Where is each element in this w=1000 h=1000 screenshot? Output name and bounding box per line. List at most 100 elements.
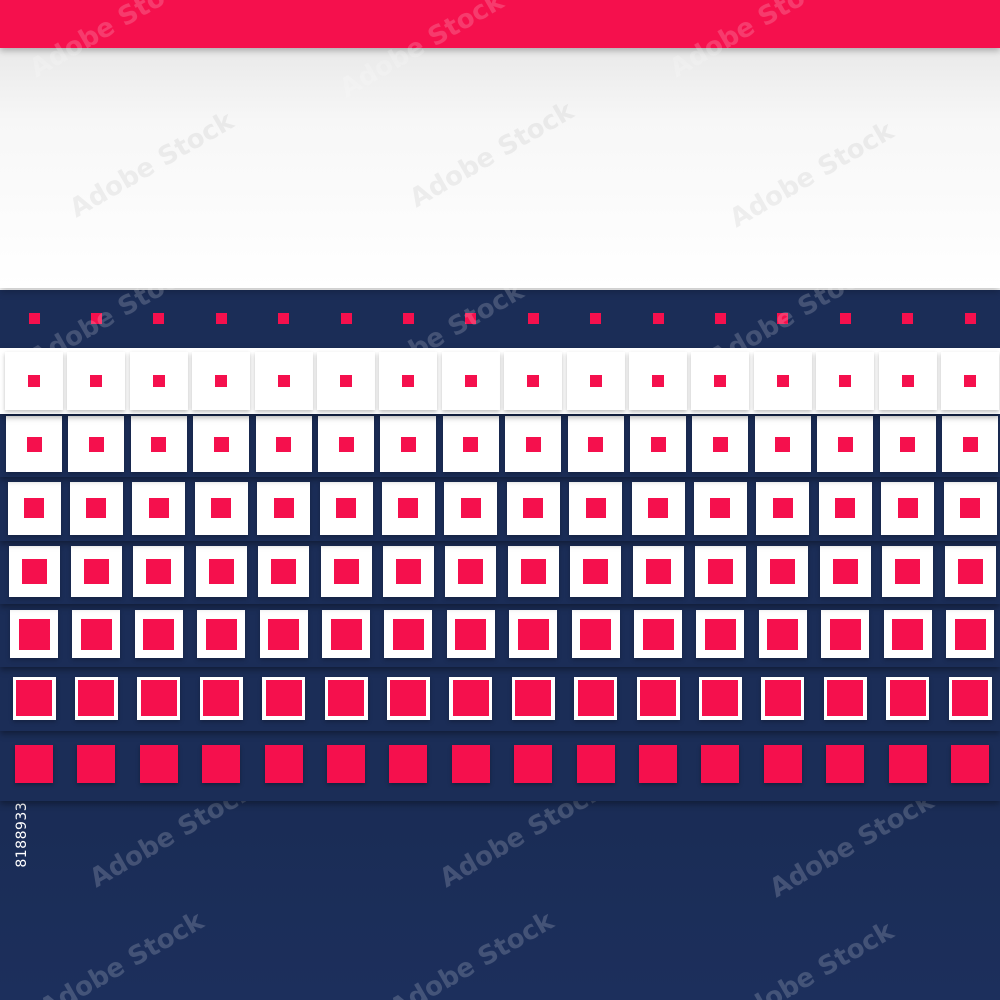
pattern-dot (464, 375, 477, 387)
pattern-dot (398, 498, 419, 518)
pattern-band (0, 348, 1000, 414)
pattern-dot (776, 375, 789, 387)
pattern-dot (390, 680, 427, 716)
pattern-dot (650, 436, 666, 452)
pattern-dot (143, 618, 175, 650)
pattern-dot (889, 680, 926, 716)
pattern-dot (86, 498, 107, 518)
pattern-dot (80, 618, 112, 650)
pattern-dot (714, 312, 726, 324)
navy-bottom-area (0, 800, 1000, 1000)
pattern-dot (826, 745, 865, 783)
pattern-dot (900, 436, 916, 452)
pattern-dot (24, 498, 44, 518)
pattern-dot (215, 312, 227, 324)
pattern-dot (16, 680, 52, 716)
pattern-dot (772, 498, 793, 518)
pattern-dot (463, 436, 479, 452)
pattern-dot (527, 312, 539, 324)
pattern-dot (460, 498, 481, 518)
pattern-dot (652, 312, 664, 324)
pattern-dot (340, 375, 352, 387)
pattern-dot (639, 745, 677, 783)
pattern-dot (152, 375, 165, 387)
pattern-dot (642, 618, 674, 650)
pattern-dot (458, 558, 484, 584)
pattern-dot (704, 618, 736, 650)
pattern-dot (515, 680, 552, 716)
pattern-dot (278, 312, 290, 324)
pattern-dot (402, 312, 414, 324)
pattern-dot (211, 498, 232, 518)
pattern-dot (964, 375, 976, 387)
pattern-dot (268, 618, 300, 650)
pattern-dot (712, 436, 728, 452)
pattern-dot (340, 312, 352, 324)
pattern-dot (952, 680, 988, 716)
pattern-dot (402, 375, 415, 387)
pattern-dot (892, 618, 924, 650)
pattern-dot (837, 436, 853, 452)
stock-id-text: 81889332 (14, 792, 30, 868)
pattern-dot (835, 498, 856, 518)
pattern-dot (392, 618, 424, 650)
pattern-dot (640, 680, 676, 716)
pattern-dot (888, 745, 927, 783)
pattern-dot (832, 558, 858, 584)
pattern-dot (777, 312, 789, 324)
pattern-dot (707, 558, 733, 584)
pattern-band (0, 475, 1000, 541)
pattern-dot (702, 680, 739, 716)
pattern-dot (389, 745, 428, 783)
pattern-dot (645, 558, 671, 584)
pattern-dot (652, 375, 664, 387)
pattern-dot (962, 436, 978, 452)
pattern-dot (265, 680, 302, 716)
pattern-dot (336, 498, 356, 518)
pattern-dot (514, 745, 553, 783)
pattern-dot (957, 558, 983, 584)
pattern-dot (213, 436, 229, 452)
pattern-dot (951, 745, 989, 783)
pattern-dot (580, 618, 612, 650)
pattern-dot (202, 745, 241, 783)
pattern-dot (839, 312, 851, 324)
pattern-band (0, 665, 1000, 731)
pattern-dot (839, 375, 852, 387)
pattern-band (0, 731, 1000, 801)
pattern-dot (28, 375, 40, 387)
pattern-dot (451, 745, 490, 783)
pattern-dot (333, 558, 359, 584)
pattern-dot (88, 436, 104, 452)
pattern-dot (83, 558, 109, 584)
pattern-dot (455, 618, 487, 650)
pattern-dot (18, 618, 50, 650)
pattern-dot (15, 745, 53, 783)
top-pink-stripe (0, 0, 1000, 48)
pattern-dot (273, 498, 294, 518)
pattern-dot (327, 745, 365, 783)
pattern-dot (338, 436, 354, 452)
pattern-dot (203, 680, 240, 716)
pattern-dot (395, 558, 421, 584)
pattern-dot (151, 436, 167, 452)
pattern-dot (277, 375, 290, 387)
pattern-dot (954, 618, 986, 650)
pattern-dot (827, 680, 864, 716)
pattern-dot (523, 498, 544, 518)
pattern-dot (895, 558, 921, 584)
pattern-dot (585, 498, 606, 518)
pattern-dot (148, 498, 169, 518)
pattern-dot (205, 618, 237, 650)
pattern-dot (452, 680, 489, 716)
pattern-dot (710, 498, 731, 518)
pattern-dot (264, 745, 303, 783)
pattern-dot (590, 312, 602, 324)
pattern-dot (767, 618, 799, 650)
pattern-dot (897, 498, 918, 518)
pattern-dot (583, 558, 609, 584)
pattern-dot (139, 745, 178, 783)
pattern-dot (90, 312, 102, 324)
pattern-dot (28, 312, 40, 324)
